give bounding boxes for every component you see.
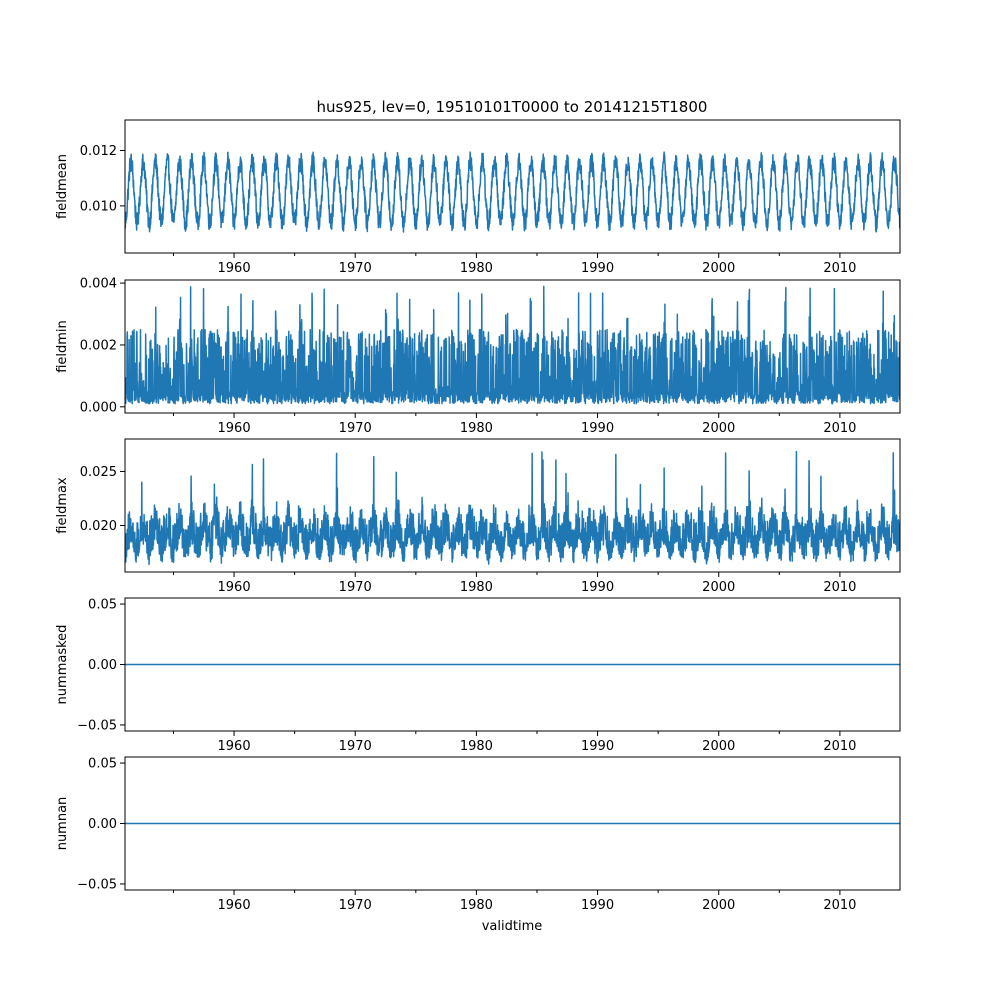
numnan-y-tick-label: 0.00 [88,817,117,832]
fieldmin-y-axis-label: fieldmin [55,320,70,373]
numnan-x-tick-label: 1970 [339,898,372,913]
fieldmean-x-tick-label: 1980 [460,261,493,276]
chart-title: hus925, lev=0, 19510101T0000 to 20141215… [317,98,708,116]
fieldmean-x-tick-label: 1960 [218,261,251,276]
fieldmin-series-line [125,285,900,405]
numnan-y-tick-label: −0.05 [77,877,117,892]
numnan-x-tick-label: 1990 [581,898,614,913]
fieldmin-x-tick-label: 1990 [581,421,614,436]
nummasked-x-tick-label: 2010 [823,739,856,754]
nummasked-y-tick-label: −0.05 [77,718,117,733]
fieldmin-y-tick-label: 0.000 [80,400,117,415]
nummasked-y-tick-label: 0.00 [88,658,117,673]
fieldmin-x-tick-label: 1960 [218,421,251,436]
fieldmax-y-tick-label: 0.025 [80,465,117,480]
x-axis-label: validtime [482,919,543,934]
numnan-y-tick-label: 0.05 [88,757,117,772]
fieldmin-axes-frame [124,279,901,414]
numnan-x-tick-label: 1960 [218,898,251,913]
fieldmax-series-line [125,450,900,566]
fieldmax-axes-frame [124,438,901,573]
panel-nummasked: −0.05 0.00 0.05 1960 1970 1980 1990 2000 2010 num… [55,597,901,754]
numnan-y-axis-label: numnan [55,797,70,851]
panel-numnan: −0.05 0.00 0.05 1960 1970 1980 1990 2000 2010 num… [55,756,901,913]
fieldmean-x-tick-label: 2000 [702,261,735,276]
panel-fieldmean: 0.010 0.012 1960 1970 1980 1990 2000 2010 fieldm… [55,119,901,276]
numnan-x-tick-label: 2000 [702,898,735,913]
panel-fieldmin: 0.000 0.002 0.004 1960 1970 1980 1990 2000 2010 f… [55,277,901,436]
fieldmax-x-tick-label: 1990 [581,580,614,595]
fieldmin-y-tick-label: 0.002 [80,338,117,353]
fieldmax-x-tick-label: 2000 [702,580,735,595]
panels: 0.010 0.012 1960 1970 1980 1990 2000 2010 fieldm… [55,119,901,913]
fieldmean-x-tick-label: 1970 [339,261,372,276]
fieldmean-axes-frame [124,119,901,254]
fieldmin-x-tick-label: 1980 [460,421,493,436]
fieldmean-y-tick-label: 0.010 [80,199,117,214]
fieldmin-x-tick-label: 2010 [823,421,856,436]
fieldmax-x-tick-label: 2010 [823,580,856,595]
fieldmax-y-tick-label: 0.020 [80,519,117,534]
nummasked-x-tick-label: 1990 [581,739,614,754]
fieldmean-x-tick-label: 2010 [823,261,856,276]
nummasked-x-tick-label: 1980 [460,739,493,754]
fieldmax-x-tick-label: 1970 [339,580,372,595]
panel-fieldmax: 0.020 0.025 1960 1970 1980 1990 2000 2010 fieldm… [55,438,901,595]
fieldmin-x-tick-label: 2000 [702,421,735,436]
numnan-x-tick-label: 2010 [823,898,856,913]
fieldmax-y-axis-label: fieldmax [55,477,70,534]
numnan-x-tick-label: 1980 [460,898,493,913]
fieldmin-y-tick-label: 0.004 [80,277,117,292]
nummasked-x-tick-label: 1970 [339,739,372,754]
nummasked-x-tick-label: 1960 [218,739,251,754]
nummasked-y-axis-label: nummasked [55,625,70,705]
fieldmin-x-tick-label: 1970 [339,421,372,436]
nummasked-y-tick-label: 0.05 [88,598,117,613]
fieldmean-y-tick-label: 0.012 [80,144,117,159]
fieldmean-x-tick-label: 1990 [581,261,614,276]
fieldmean-series-line [125,151,900,233]
nummasked-x-tick-label: 2000 [702,739,735,754]
fieldmax-x-tick-label: 1980 [460,580,493,595]
fieldmean-y-axis-label: fieldmean [55,154,70,219]
fieldmax-x-tick-label: 1960 [218,580,251,595]
